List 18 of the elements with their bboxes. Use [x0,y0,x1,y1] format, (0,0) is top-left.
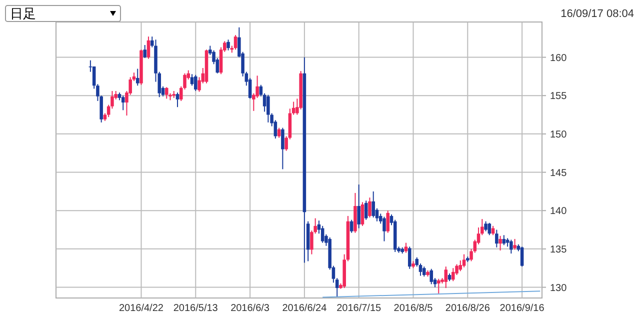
x-tick-label: 2016/6/3 [230,303,270,314]
chart-title: 日足 [10,6,36,21]
y-tick-label: 145 [550,168,568,179]
y-tick-label: 155 [550,91,568,102]
x-tick-label: 2016/4/22 [118,303,164,314]
x-tick-label: 2016/5/13 [173,303,218,314]
y-tick-label: 130 [550,282,568,294]
y-tick-label: 135 [550,244,568,256]
y-tick-label: 160 [550,52,568,64]
x-tick-label: 2016/6/24 [282,303,328,314]
dropdown: 日足 [5,5,121,22]
y-tick-label: 140 [550,206,568,218]
y-tick-label: 150 [550,129,568,140]
x-tick-label: 2016/8/5 [394,303,434,314]
x-tick-label: 2016/8/26 [445,303,490,314]
text: 16/09/17 08:04 [560,8,634,20]
x-tick-label: 2016/9/16 [500,303,545,314]
x-tick-label: 2016/7/15 [336,303,382,314]
